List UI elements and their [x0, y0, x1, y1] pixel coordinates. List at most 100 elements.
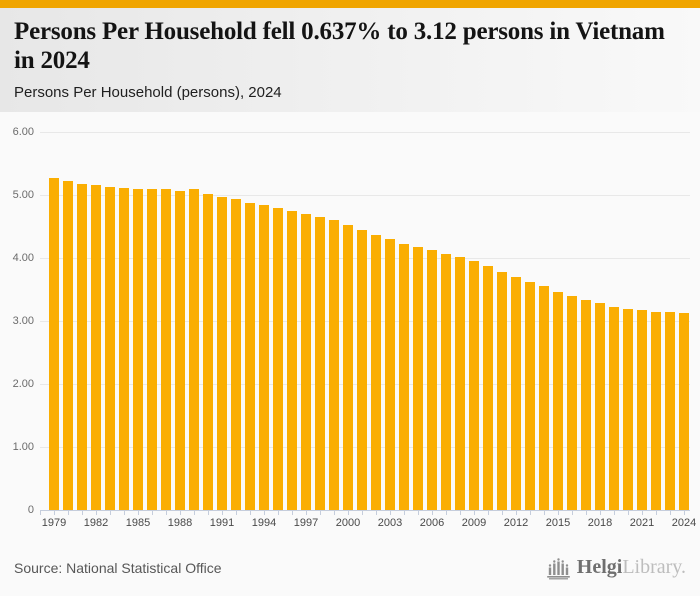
- axis-tick: [628, 510, 629, 515]
- bar-2019: [609, 307, 619, 510]
- x-axis-label: 2003: [377, 517, 403, 529]
- axis-tick: [474, 510, 475, 515]
- bar-2004: [399, 244, 409, 510]
- x-axis-label: 1991: [209, 517, 235, 529]
- accent-top-bar: [0, 0, 700, 8]
- x-axis-label: 2015: [545, 517, 571, 529]
- axis-tick: [614, 510, 615, 515]
- bar-1990: [203, 194, 213, 510]
- bar-2015: [553, 292, 563, 510]
- bar-2005: [413, 247, 423, 510]
- axis-tick: [40, 510, 41, 515]
- source-note: Source: National Statistical Office: [14, 559, 222, 576]
- axis-tick: [544, 510, 545, 515]
- chart-header: Persons Per Household fell 0.637% to 3.1…: [0, 8, 700, 112]
- y-axis-label: 5.00: [12, 189, 34, 201]
- axis-tick: [502, 510, 503, 515]
- y-axis-label: 2.00: [12, 378, 34, 390]
- brand-name-secondary: Library.: [622, 556, 686, 578]
- gridline: [40, 194, 690, 196]
- library-columns-icon: [546, 557, 570, 579]
- axis-tick: [124, 510, 125, 515]
- axis-tick: [586, 510, 587, 515]
- x-axis-label: 2024: [671, 517, 697, 529]
- axis-tick: [488, 510, 489, 515]
- axis-tick: [362, 510, 363, 515]
- chart-area: 1979 1982 1985 1988 1991 1994 1997 2000 2003 2006…: [0, 112, 700, 545]
- axis-tick: [390, 510, 391, 515]
- x-axis-label: 2021: [629, 517, 655, 529]
- bar-2024: [679, 313, 689, 510]
- bar-2001: [357, 230, 367, 510]
- axis-tick: [222, 510, 223, 515]
- axis-tick: [208, 510, 209, 515]
- axis-tick: [180, 510, 181, 515]
- brand-name: HelgiLibrary.: [577, 556, 686, 579]
- x-axis-label: 2006: [419, 517, 445, 529]
- x-axis-label: 2018: [587, 517, 613, 529]
- chart-footer: Source: National Statistical Office: [0, 545, 700, 596]
- axis-tick: [278, 510, 279, 515]
- axis-tick: [404, 510, 405, 515]
- axis-tick: [320, 510, 321, 515]
- bar-1984: [119, 188, 129, 510]
- bar-1989: [189, 189, 199, 510]
- axis-tick: [152, 510, 153, 515]
- bar-2021: [637, 310, 647, 510]
- bar-2016: [567, 296, 577, 510]
- brand-name-primary: Helgi: [576, 556, 623, 578]
- bar-1991: [217, 197, 227, 510]
- bar-1993: [245, 203, 255, 510]
- axis-tick: [600, 510, 601, 515]
- axis-tick: [432, 510, 433, 515]
- bar-2013: [525, 282, 535, 510]
- bar-1992: [231, 199, 241, 510]
- x-axis-label: 1985: [125, 517, 151, 529]
- bar-2000: [343, 225, 353, 510]
- brand-logo: HelgiLibrary.: [545, 556, 686, 580]
- y-axis-label: 1.00: [12, 441, 34, 453]
- bar-2007: [441, 254, 451, 510]
- axis-tick: [558, 510, 559, 515]
- bar-1979: [49, 178, 59, 510]
- plot-area: 1979 1982 1985 1988 1991 1994 1997 2000 2003 2006…: [40, 131, 696, 529]
- bar-1986: [147, 189, 157, 510]
- bar-2014: [539, 286, 549, 510]
- axis-tick: [418, 510, 419, 515]
- bar-2022: [651, 312, 661, 510]
- axis-tick: [82, 510, 83, 515]
- bar-1988: [175, 191, 185, 510]
- axis-tick: [138, 510, 139, 515]
- x-axis-label: 1982: [83, 517, 109, 529]
- bar-2008: [455, 257, 465, 510]
- bar-1996: [287, 211, 297, 510]
- axis-tick: [446, 510, 447, 515]
- x-axis-label: 1988: [167, 517, 193, 529]
- bar-1983: [105, 187, 115, 510]
- bar-1985: [133, 189, 143, 510]
- bar-1987: [161, 189, 171, 510]
- bar-2012: [511, 277, 521, 510]
- axis-tick: [348, 510, 349, 515]
- bar-2011: [497, 272, 507, 510]
- y-axis-label: 4.00: [12, 252, 34, 264]
- bar-1981: [77, 184, 87, 510]
- gridline: [40, 131, 690, 133]
- axis-tick: [376, 510, 377, 515]
- axis-tick: [250, 510, 251, 515]
- x-axis-label: 2000: [335, 517, 361, 529]
- axis-tick: [96, 510, 97, 515]
- axis-tick: [68, 510, 69, 515]
- axis-tick: [166, 510, 167, 515]
- x-axis-label: 1979: [41, 517, 67, 529]
- x-axis-label: 2009: [461, 517, 487, 529]
- bar-1980: [63, 181, 73, 510]
- axis-tick: [236, 510, 237, 515]
- bar-2003: [385, 239, 395, 510]
- bar-2009: [469, 261, 479, 510]
- chart-subtitle: Persons Per Household (persons), 2024: [14, 84, 282, 101]
- axis-tick: [656, 510, 657, 515]
- x-axis-label: 1997: [293, 517, 319, 529]
- x-axis-label: 1994: [251, 517, 277, 529]
